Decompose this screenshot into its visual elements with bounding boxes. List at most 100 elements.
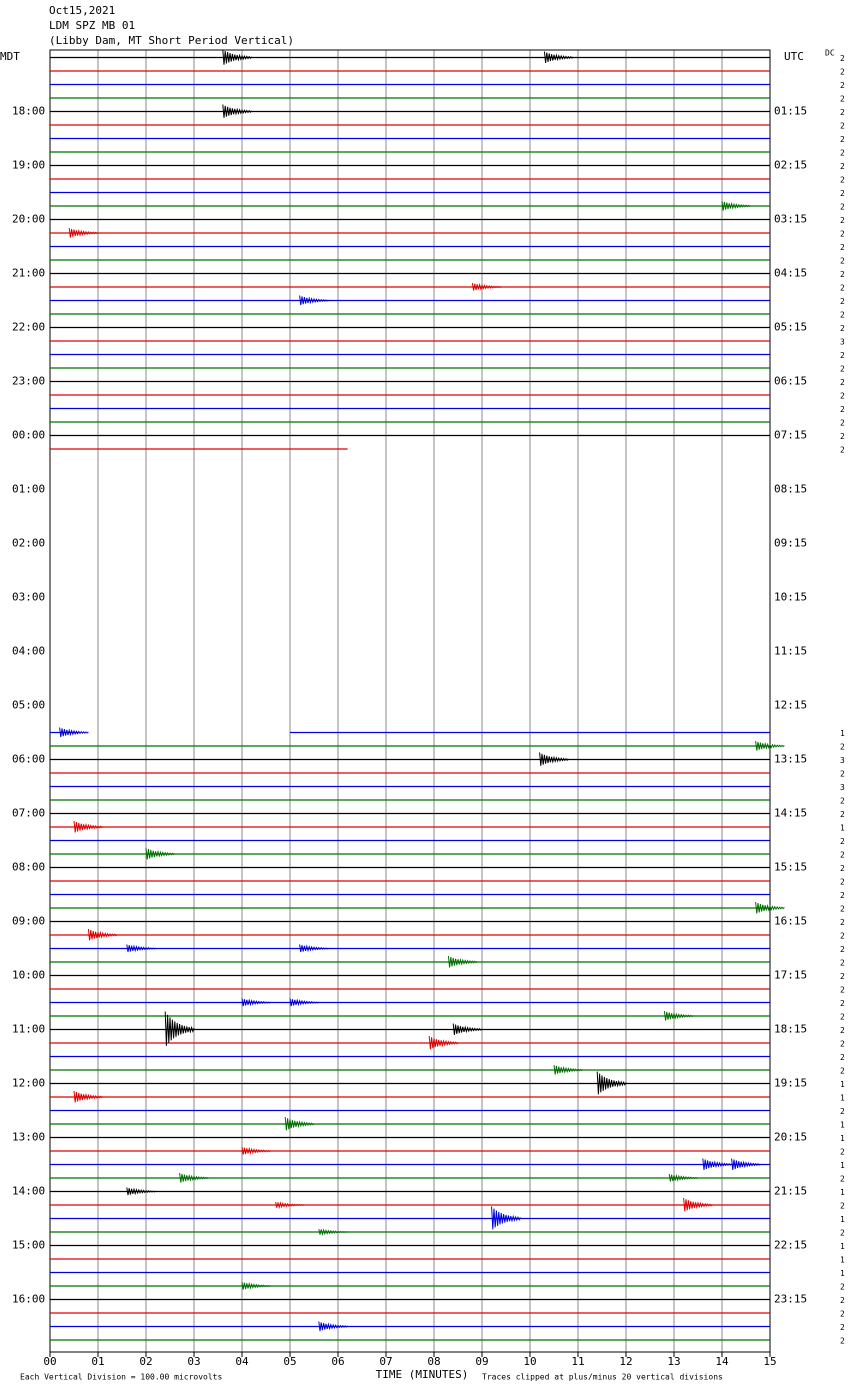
dc-value: 2 xyxy=(840,54,845,63)
right-hour-label: 03:15 xyxy=(774,213,807,226)
x-tick-label: 07 xyxy=(379,1355,392,1368)
seismic-event xyxy=(553,1064,584,1075)
x-tick-label: 09 xyxy=(475,1355,488,1368)
dc-value: 2 xyxy=(840,1148,845,1157)
dc-value: 1 xyxy=(840,1215,845,1224)
seismic-event xyxy=(59,727,89,738)
left-hour-label: 20:00 xyxy=(12,213,45,226)
left-hour-label: 13:00 xyxy=(12,1131,45,1144)
right-hour-label: 15:15 xyxy=(774,861,807,874)
left-hour-label: 12:00 xyxy=(12,1077,45,1090)
dc-value: 2 xyxy=(840,945,845,954)
dc-value: 2 xyxy=(840,257,845,266)
dc-value: 2 xyxy=(840,878,845,887)
dc-value: 2 xyxy=(840,770,845,779)
right-hour-label: 21:15 xyxy=(774,1185,807,1198)
dc-value: 2 xyxy=(840,1229,845,1238)
x-tick-label: 03 xyxy=(187,1355,200,1368)
x-tick-label: 05 xyxy=(283,1355,296,1368)
seismic-event xyxy=(299,295,329,306)
dc-value: 2 xyxy=(840,378,845,387)
footer-scale: Each Vertical Division = 100.00 microvol… xyxy=(20,1373,222,1382)
dc-value: 2 xyxy=(840,918,845,927)
station: LDM SPZ MB 01 xyxy=(49,19,135,32)
seismic-event xyxy=(596,1071,627,1095)
x-tick-label: 15 xyxy=(763,1355,776,1368)
left-hour-label: 14:00 xyxy=(12,1185,45,1198)
dc-value: 2 xyxy=(840,999,845,1008)
left-hour-label: 05:00 xyxy=(12,699,45,712)
dc-value: 2 xyxy=(840,392,845,401)
dc-value: 1 xyxy=(840,1094,845,1103)
seismic-event xyxy=(299,944,329,953)
right-hour-label: 13:15 xyxy=(774,753,807,766)
dc-value: 2 xyxy=(840,135,845,144)
seismic-event xyxy=(471,282,502,291)
dc-value: 2 xyxy=(840,837,845,846)
dc-value: 2 xyxy=(840,230,845,239)
dc-value: 2 xyxy=(840,419,845,428)
dc-value: 1 xyxy=(840,824,845,833)
right-hour-label: 23:15 xyxy=(774,1293,807,1306)
x-tick-label: 04 xyxy=(235,1355,249,1368)
dc-value: 2 xyxy=(840,864,845,873)
dc-value: 2 xyxy=(840,797,845,806)
dc-value: 2 xyxy=(840,1107,845,1116)
dc-value: 2 xyxy=(840,68,845,77)
right-hour-label: 07:15 xyxy=(774,429,807,442)
dc-value: 2 xyxy=(840,284,845,293)
x-tick-label: 02 xyxy=(139,1355,152,1368)
x-tick-label: 14 xyxy=(715,1355,729,1368)
seismic-event xyxy=(284,1116,315,1131)
right-hour-label: 18:15 xyxy=(774,1023,807,1036)
left-hour-label: 16:00 xyxy=(12,1293,45,1306)
dc-value: 2 xyxy=(840,959,845,968)
seismic-event xyxy=(73,1090,104,1103)
x-tick-label: 06 xyxy=(331,1355,344,1368)
dc-value: 2 xyxy=(840,243,845,252)
dc-value: 1 xyxy=(840,1269,845,1278)
dc-value: 2 xyxy=(840,122,845,131)
dc-value: 2 xyxy=(840,446,845,455)
dc-value: 2 xyxy=(840,1296,845,1305)
dc-value: 2 xyxy=(840,1323,845,1332)
right-hour-label: 10:15 xyxy=(774,591,807,604)
seismic-event xyxy=(241,1146,272,1155)
seismic-event xyxy=(222,49,252,65)
dc-value: 2 xyxy=(840,1337,845,1346)
seismic-event xyxy=(126,944,156,953)
left-hour-label: 06:00 xyxy=(12,753,45,766)
dc-header: DC xyxy=(825,49,835,58)
left-hour-label: 18:00 xyxy=(12,105,45,118)
seismic-event xyxy=(241,998,272,1007)
left-hour-label: 01:00 xyxy=(12,483,45,496)
left-hour-label: 19:00 xyxy=(12,159,45,172)
title-date: Oct15,2021 xyxy=(49,4,115,17)
dc-value: 2 xyxy=(840,324,845,333)
seismic-event xyxy=(275,1201,305,1210)
dc-value: 2 xyxy=(840,932,845,941)
dc-value: 2 xyxy=(840,1026,845,1035)
seismic-event xyxy=(68,227,99,238)
right-hour-label: 14:15 xyxy=(774,807,807,820)
left-hour-label: 11:00 xyxy=(12,1023,45,1036)
left-hour-label: 04:00 xyxy=(12,645,45,658)
seismic-event xyxy=(164,1011,195,1046)
left-hour-label: 08:00 xyxy=(12,861,45,874)
dc-value: 2 xyxy=(840,810,845,819)
dc-value: 1 xyxy=(840,1134,845,1143)
dc-value: 1 xyxy=(840,1080,845,1089)
dc-value: 1 xyxy=(840,1161,845,1170)
dc-value: 2 xyxy=(840,405,845,414)
seismic-event xyxy=(447,955,478,968)
left-hour-label: 02:00 xyxy=(12,537,45,550)
seismic-event xyxy=(318,1321,348,1332)
right-hour-label: 09:15 xyxy=(774,537,807,550)
x-tick-label: 13 xyxy=(667,1355,680,1368)
left-hour-label: 15:00 xyxy=(12,1239,45,1252)
dc-value: 2 xyxy=(840,149,845,158)
left-hour-label: 09:00 xyxy=(12,915,45,928)
dc-value: 2 xyxy=(840,270,845,279)
dc-value: 3 xyxy=(840,756,845,765)
dc-value: 2 xyxy=(840,108,845,117)
